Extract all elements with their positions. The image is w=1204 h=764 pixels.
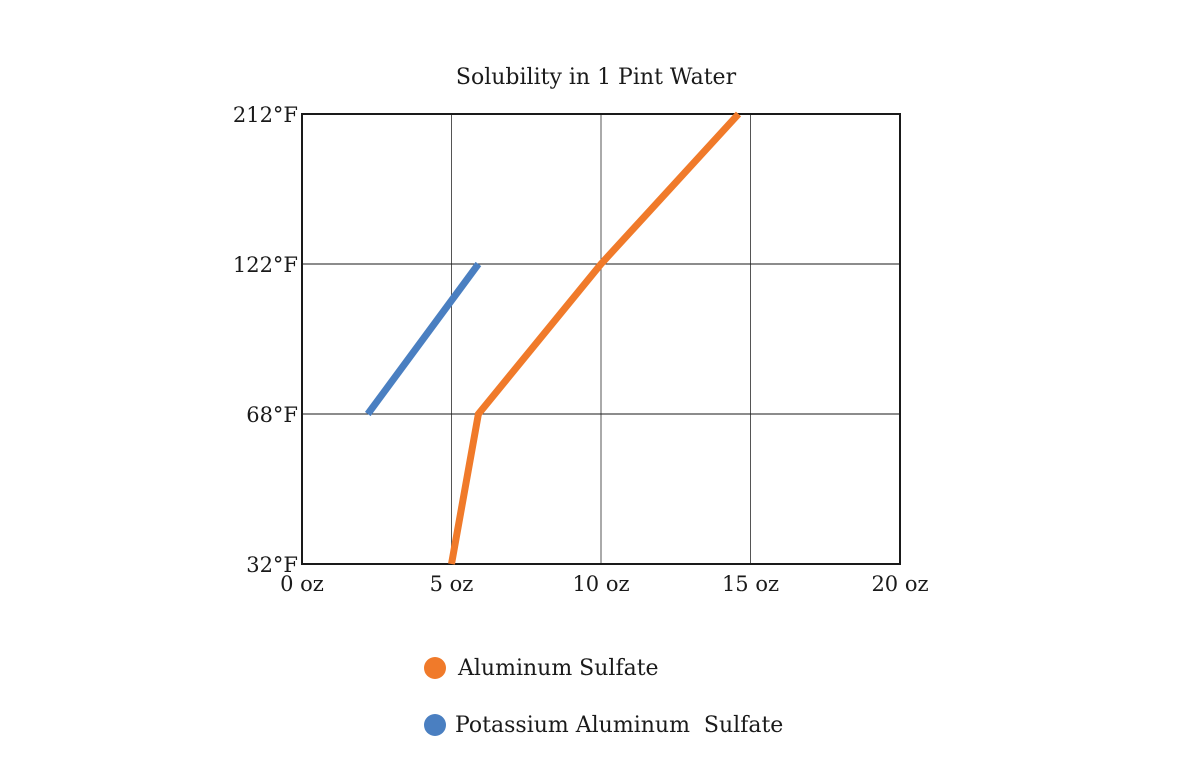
series-line	[364, 261, 482, 417]
y-tick-label: 212°F	[233, 103, 298, 127]
chart-title: Solubility in 1 Pint Water	[456, 65, 737, 90]
x-tick-label: 20 oz	[871, 572, 928, 596]
series-line	[448, 111, 742, 565]
x-tick-label: 5 oz	[430, 572, 474, 596]
legend-label: Potassium Aluminum Sulfate	[455, 713, 783, 738]
plot-area-border	[301, 113, 901, 565]
x-tick-label: 15 oz	[722, 572, 779, 596]
legend-label: Aluminum Sulfate	[457, 656, 659, 681]
y-tick-label: 68°F	[246, 403, 298, 427]
y-tick-label: 122°F	[233, 253, 298, 277]
x-tick-label: 10 oz	[572, 572, 629, 596]
legend-marker	[424, 657, 446, 679]
y-tick-label: 32°F	[246, 553, 298, 577]
legend-marker	[424, 714, 446, 736]
x-tick-label: 0 oz	[280, 572, 324, 596]
